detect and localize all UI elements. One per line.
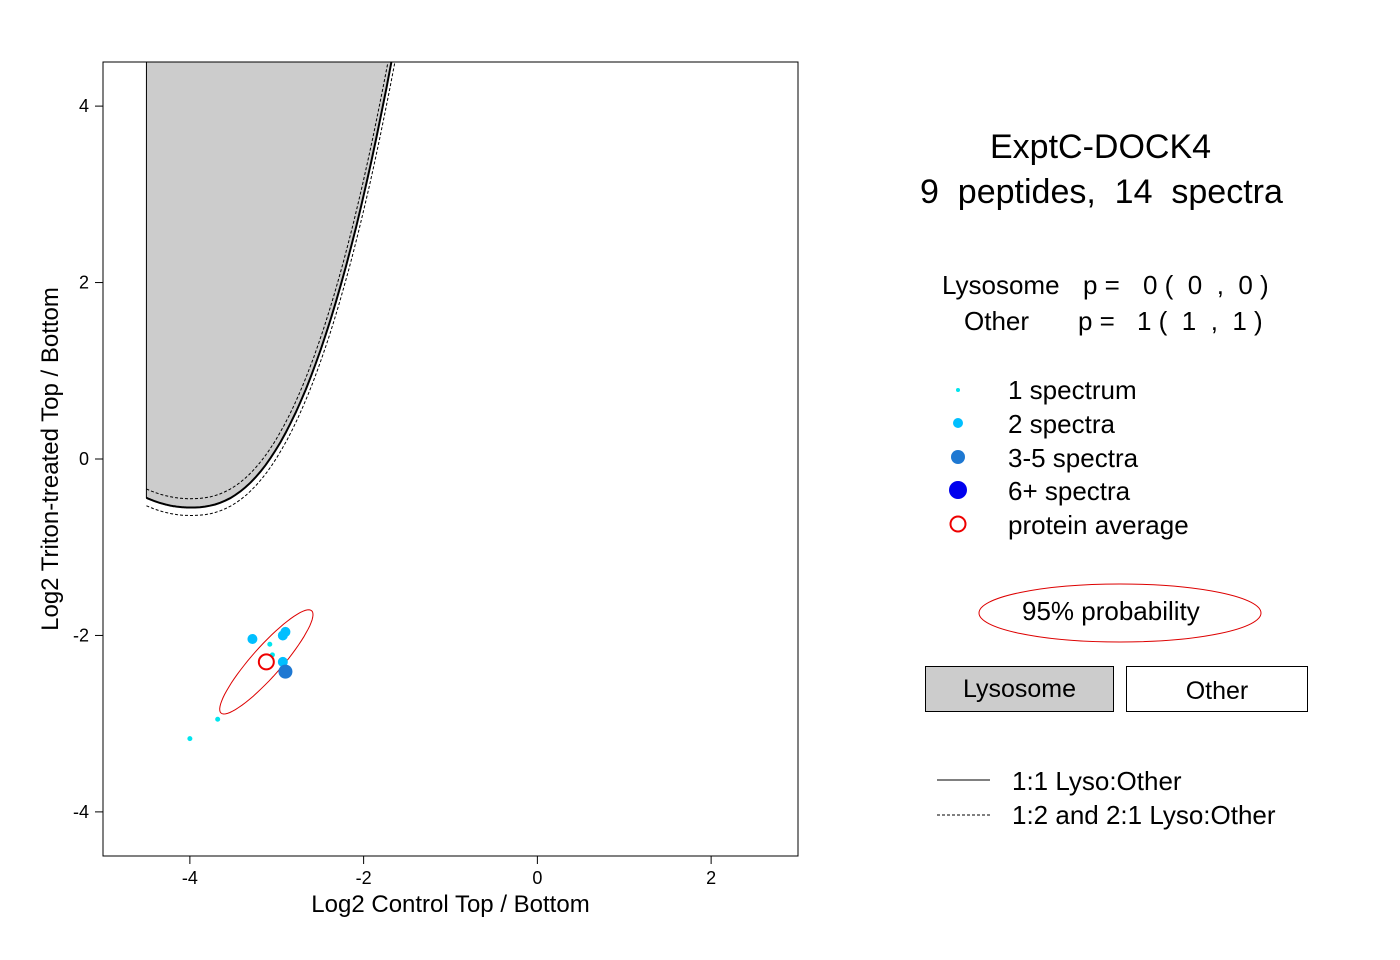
- legend-ellipse-icon: [978, 583, 1262, 643]
- lysosome-prob-value: 0 ( 0 , 0 ): [1143, 270, 1269, 300]
- x-tick-label: 0: [532, 868, 542, 888]
- data-point: [278, 664, 293, 679]
- chart-subtitle: 9 peptides, 14 spectra: [920, 173, 1283, 211]
- boundary-lines-layer: [145, 61, 396, 516]
- data-point: [247, 633, 258, 644]
- lysosome-region-box: Lysosome: [925, 666, 1114, 712]
- other-prob-value: 1 ( 1 , 1 ): [1137, 306, 1263, 336]
- lysosome-prob-label: Lysosome: [942, 270, 1060, 300]
- data-point: [187, 736, 193, 742]
- confidence-ellipse-95: [219, 609, 314, 715]
- legend-marker-1: [953, 418, 963, 428]
- axes-layer: -4 -2 0 2 -4 -2 0 2 4: [73, 96, 716, 888]
- legend-marker-4: [949, 515, 967, 533]
- legend-solid-line-label: 1:1 Lyso:Other: [1012, 766, 1182, 796]
- legend-label-1-spectrum: 1 spectrum: [1008, 375, 1137, 405]
- y-tick-label: 2: [79, 273, 89, 293]
- data-point: [277, 656, 288, 667]
- chart-title: ExptC-DOCK4: [990, 128, 1212, 166]
- legend-dashed-line-label: 1:2 and 2:1 Lyso:Other: [1012, 800, 1276, 830]
- x-tick-label: -4: [182, 868, 198, 888]
- boundary-line-1-2: [146, 61, 389, 500]
- lysosome-region-layer: [145, 61, 393, 508]
- x-tick-label: -2: [356, 868, 372, 888]
- boundary-line-2-1: [146, 61, 396, 516]
- legend-markers: [949, 388, 967, 533]
- data-point: [280, 626, 291, 637]
- legend-label-6plus-spectra: 6+ spectra: [1008, 476, 1131, 506]
- other-prob-eq: p =: [1078, 306, 1115, 336]
- other-region-box: Other: [1126, 666, 1308, 712]
- y-tick-label: 0: [79, 449, 89, 469]
- points-layer: [187, 626, 293, 742]
- y-axis-label: Log2 Triton-treated Top / Bottom: [37, 287, 64, 631]
- other-prob-label: Other: [964, 306, 1030, 336]
- legend-marker-0: [956, 388, 960, 392]
- legend-ellipse-label: 95% probability: [1022, 596, 1200, 626]
- boundary-line-1-1: [145, 61, 393, 509]
- legend-label-2-spectra: 2 spectra: [1008, 409, 1115, 439]
- legend-marker-3: [949, 481, 967, 499]
- lysosome-region: [145, 61, 393, 508]
- x-tick-label: 2: [706, 868, 716, 888]
- protein-average-point: [257, 653, 275, 671]
- legend-label-3-5-spectra: 3-5 spectra: [1008, 443, 1139, 473]
- data-point: [267, 641, 273, 647]
- x-axis-label: Log2 Control Top / Bottom: [311, 891, 589, 918]
- legend-marker-2: [951, 450, 965, 464]
- y-tick-label: -2: [73, 625, 89, 645]
- y-tick-label: 4: [79, 96, 89, 116]
- legend-label-protein-average: protein average: [1008, 510, 1189, 540]
- lysosome-prob-eq: p =: [1083, 270, 1120, 300]
- data-point: [215, 716, 221, 722]
- y-tick-label: -4: [73, 802, 89, 822]
- ellipse-layer: [219, 609, 314, 715]
